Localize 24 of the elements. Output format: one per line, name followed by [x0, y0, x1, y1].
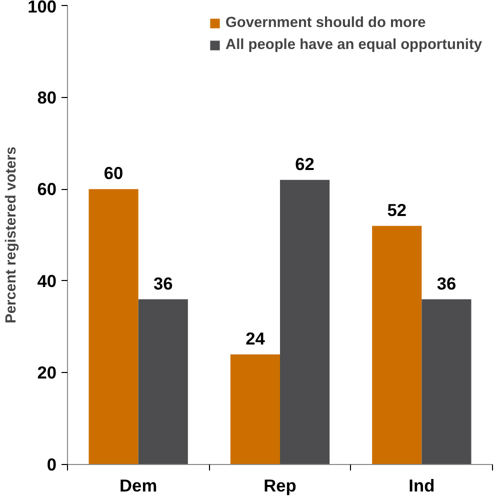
data-label: 52 — [387, 200, 407, 220]
bar — [230, 354, 280, 464]
bar — [88, 189, 138, 464]
bar — [372, 226, 422, 464]
y-tick-label: 80 — [37, 87, 57, 108]
legend-label: Government should do more — [225, 15, 426, 31]
y-tick-label: 100 — [28, 0, 57, 16]
x-tick-label: Rep — [264, 476, 296, 496]
y-tick-label: 40 — [37, 270, 57, 291]
data-label: 24 — [246, 328, 266, 348]
data-label: 62 — [295, 154, 314, 174]
data-label: 36 — [436, 273, 456, 294]
y-axis-title: Percent registered voters — [4, 146, 20, 324]
legend-label: All people have an equal opportunity — [225, 37, 482, 53]
x-tick-label: Ind — [408, 476, 435, 496]
y-tick-label: 60 — [37, 179, 57, 200]
bar — [138, 299, 188, 464]
bar — [280, 180, 330, 464]
data-label: 60 — [104, 163, 124, 184]
y-tick-label: 20 — [37, 362, 57, 383]
x-tick-label: Dem — [120, 476, 158, 496]
y-tick-label: 0 — [46, 454, 57, 474]
bar — [422, 299, 472, 464]
data-label: 36 — [153, 273, 174, 294]
